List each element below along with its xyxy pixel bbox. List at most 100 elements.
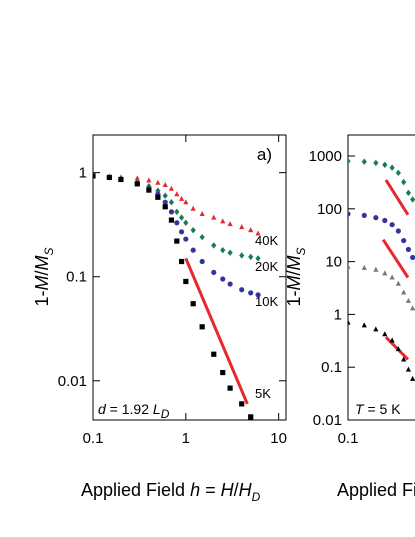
- marker: [134, 181, 140, 187]
- marker: [178, 214, 185, 221]
- marker: [373, 266, 379, 272]
- marker: [155, 179, 161, 185]
- marker: [401, 289, 407, 295]
- marker: [348, 157, 351, 165]
- marker: [395, 169, 401, 177]
- marker: [248, 290, 254, 296]
- marker: [348, 211, 351, 217]
- marker: [389, 222, 395, 228]
- marker: [239, 224, 245, 230]
- marker: [162, 182, 168, 188]
- marker: [162, 192, 168, 199]
- marker: [211, 242, 217, 249]
- marker: [174, 191, 180, 197]
- marker: [178, 229, 185, 235]
- marker: [361, 158, 367, 165]
- marker: [248, 414, 254, 420]
- marker: [239, 401, 245, 407]
- y-tick-label: 0.1: [66, 269, 87, 286]
- marker: [395, 228, 401, 234]
- marker: [183, 199, 189, 205]
- x-axis-label: Applied Field h = H/HD: [81, 480, 261, 504]
- marker: [190, 205, 196, 211]
- marker: [389, 337, 395, 343]
- marker: [382, 217, 388, 224]
- marker: [183, 219, 189, 226]
- y-tick-label: 100: [317, 201, 342, 218]
- annotation: d = 1.92 LD: [98, 401, 170, 421]
- marker: [174, 208, 180, 216]
- marker: [183, 278, 189, 285]
- marker: [93, 173, 96, 179]
- marker: [118, 176, 124, 183]
- marker: [211, 214, 217, 220]
- y-tick-label: 0.01: [58, 373, 87, 390]
- marker: [410, 305, 415, 311]
- marker: [199, 233, 205, 241]
- marker: [220, 369, 226, 376]
- marker: [361, 264, 367, 270]
- marker: [199, 324, 205, 330]
- x-tick-label: 0.1: [83, 430, 104, 447]
- y-tick-label: 0.01: [313, 412, 342, 429]
- fit-line: [381, 238, 410, 279]
- marker: [211, 351, 217, 357]
- marker: [410, 196, 415, 203]
- marker: [382, 331, 388, 337]
- plot-area: [348, 157, 415, 381]
- y-axis-label: 1-M/MS: [32, 247, 56, 306]
- marker: [178, 195, 185, 201]
- marker: [178, 258, 185, 265]
- marker: [190, 247, 196, 253]
- y-axis-label: 1-M/MS: [284, 247, 308, 306]
- annotation: T = 5 K: [355, 401, 401, 417]
- marker: [255, 292, 261, 298]
- marker: [220, 276, 226, 282]
- fit-line: [184, 257, 249, 405]
- marker: [361, 322, 367, 328]
- marker: [389, 274, 395, 280]
- marker: [106, 174, 112, 181]
- marker: [248, 227, 254, 233]
- marker: [405, 246, 412, 253]
- marker: [410, 254, 415, 261]
- marker: [405, 297, 412, 303]
- marker: [190, 301, 196, 307]
- marker: [348, 263, 351, 269]
- marker: [168, 199, 175, 206]
- series-label: 40K: [255, 233, 278, 248]
- y-tick-label: 0.1: [321, 359, 342, 376]
- marker: [373, 159, 379, 167]
- marker: [134, 175, 140, 181]
- marker: [168, 217, 175, 223]
- plot-frame: [92, 134, 287, 421]
- marker: [389, 164, 395, 171]
- marker: [395, 346, 401, 352]
- marker: [190, 226, 196, 234]
- marker: [174, 238, 180, 244]
- plot-area: [93, 172, 261, 427]
- x-tick-label: 10: [270, 430, 287, 447]
- marker: [220, 246, 226, 254]
- marker: [373, 326, 379, 332]
- marker: [382, 270, 388, 276]
- fit-line: [384, 336, 410, 361]
- plot-frame: [347, 134, 415, 421]
- marker: [382, 161, 388, 169]
- y-tick-label: 1000: [309, 148, 342, 165]
- marker: [220, 218, 226, 224]
- marker: [146, 177, 152, 183]
- marker: [405, 366, 412, 372]
- marker: [174, 220, 180, 226]
- y-tick-label: 1: [334, 306, 342, 323]
- series-label: 20K: [255, 259, 278, 274]
- series-label: 10K: [255, 294, 278, 309]
- marker: [373, 215, 379, 221]
- marker: [227, 249, 233, 256]
- marker: [255, 422, 260, 427]
- marker: [401, 178, 407, 186]
- marker: [395, 280, 401, 286]
- x-tick-label: 0.1: [338, 430, 359, 447]
- series-label: 5K: [255, 386, 271, 401]
